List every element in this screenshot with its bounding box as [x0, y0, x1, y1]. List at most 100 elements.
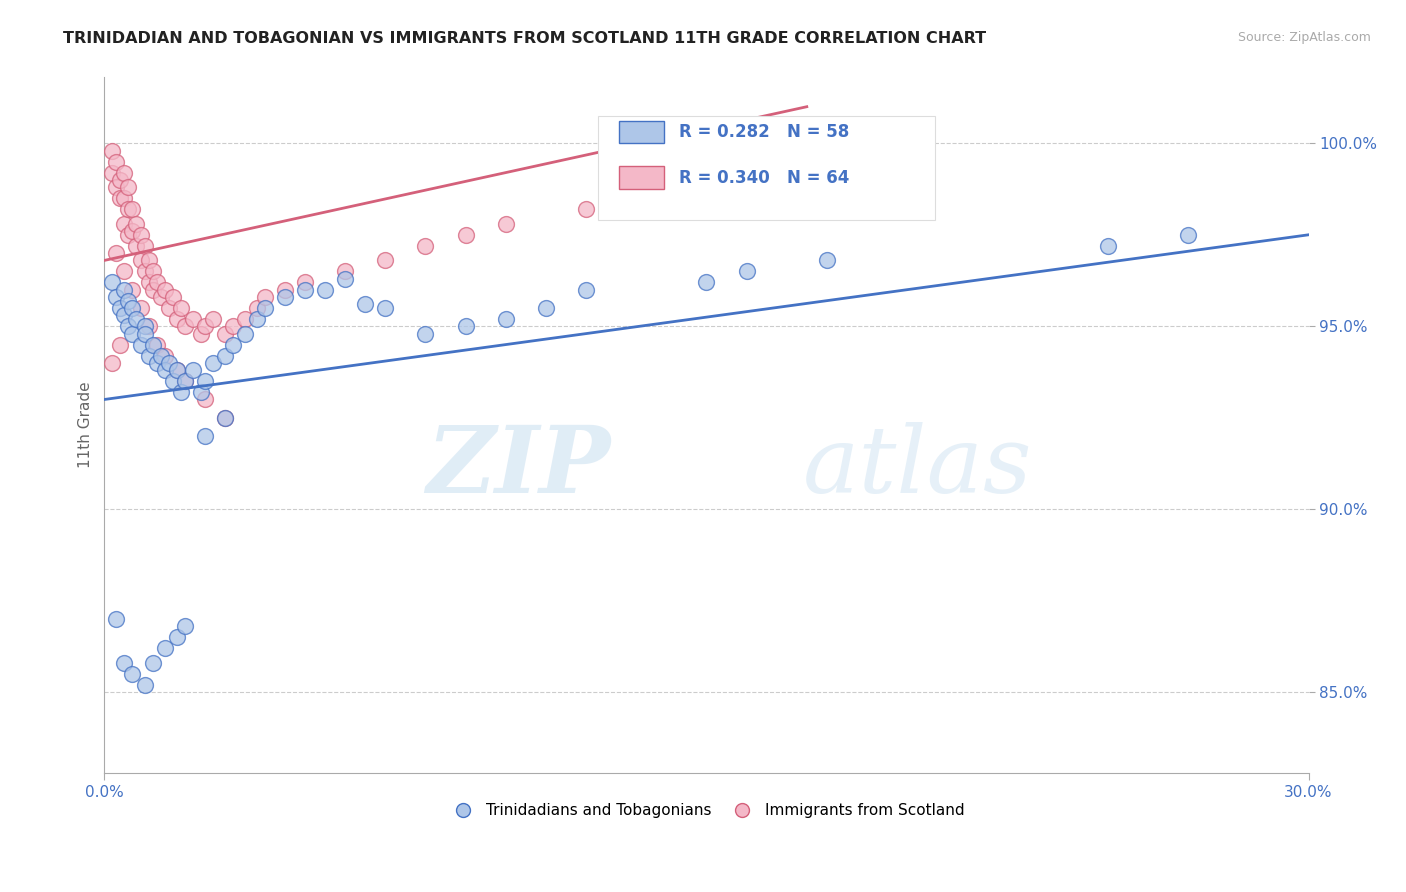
Point — [374, 253, 396, 268]
Point — [166, 363, 188, 377]
Point — [121, 667, 143, 681]
Point — [114, 308, 136, 322]
Point — [125, 239, 148, 253]
Point — [149, 349, 172, 363]
Point — [194, 319, 217, 334]
Point — [354, 297, 377, 311]
Point — [166, 631, 188, 645]
Point — [134, 326, 156, 341]
Point — [101, 144, 124, 158]
Point — [134, 319, 156, 334]
Point — [246, 312, 269, 326]
Bar — [619, 121, 664, 144]
Point — [166, 312, 188, 326]
Legend: Trinidadians and Tobagonians, Immigrants from Scotland: Trinidadians and Tobagonians, Immigrants… — [441, 797, 972, 824]
Text: Source: ZipAtlas.com: Source: ZipAtlas.com — [1237, 31, 1371, 45]
Point — [129, 301, 152, 315]
Point — [173, 374, 195, 388]
Point — [162, 290, 184, 304]
Point — [105, 154, 128, 169]
Point — [129, 227, 152, 242]
Point — [141, 337, 163, 351]
Point — [129, 253, 152, 268]
Point — [201, 312, 224, 326]
Point — [138, 349, 160, 363]
Point — [181, 363, 204, 377]
Point — [101, 356, 124, 370]
Point — [253, 301, 276, 315]
Point — [114, 656, 136, 670]
Point — [114, 165, 136, 179]
Point — [274, 283, 297, 297]
Point — [101, 276, 124, 290]
Point — [134, 678, 156, 692]
Point — [145, 276, 167, 290]
Point — [153, 349, 176, 363]
Point — [274, 290, 297, 304]
Point — [121, 301, 143, 315]
Point — [114, 264, 136, 278]
Point — [141, 264, 163, 278]
Point — [125, 312, 148, 326]
Point — [134, 239, 156, 253]
Point — [222, 337, 245, 351]
Point — [105, 612, 128, 626]
Point — [141, 656, 163, 670]
Point — [222, 319, 245, 334]
Point — [173, 374, 195, 388]
Point — [454, 319, 477, 334]
Point — [194, 429, 217, 443]
Point — [105, 290, 128, 304]
Point — [110, 191, 132, 205]
Point — [294, 283, 316, 297]
Point — [117, 293, 139, 308]
Point — [190, 326, 212, 341]
Point — [138, 253, 160, 268]
Point — [190, 385, 212, 400]
Point — [695, 180, 717, 194]
Point — [114, 191, 136, 205]
Point — [157, 301, 180, 315]
Point — [735, 165, 758, 179]
Point — [495, 312, 517, 326]
Point — [233, 312, 256, 326]
Point — [125, 217, 148, 231]
Point — [335, 271, 357, 285]
Bar — [619, 167, 664, 189]
Point — [335, 264, 357, 278]
Text: R = 0.340   N = 64: R = 0.340 N = 64 — [679, 169, 849, 186]
Point — [181, 312, 204, 326]
Point — [214, 410, 236, 425]
Point — [153, 363, 176, 377]
Point — [145, 356, 167, 370]
Point — [454, 227, 477, 242]
Point — [121, 202, 143, 217]
Point — [214, 326, 236, 341]
Point — [1097, 239, 1119, 253]
Point — [121, 224, 143, 238]
Point — [214, 349, 236, 363]
Point — [194, 374, 217, 388]
Point — [149, 290, 172, 304]
Text: ZIP: ZIP — [426, 422, 610, 512]
Point — [233, 326, 256, 341]
Point — [169, 301, 191, 315]
Point — [415, 239, 437, 253]
Point — [166, 363, 188, 377]
Point — [117, 180, 139, 194]
Point — [246, 301, 269, 315]
Point — [110, 173, 132, 187]
Point — [117, 202, 139, 217]
Point — [162, 374, 184, 388]
Point — [735, 264, 758, 278]
Point — [153, 283, 176, 297]
Text: TRINIDADIAN AND TOBAGONIAN VS IMMIGRANTS FROM SCOTLAND 11TH GRADE CORRELATION CH: TRINIDADIAN AND TOBAGONIAN VS IMMIGRANTS… — [63, 31, 987, 46]
Point — [121, 326, 143, 341]
Point — [134, 264, 156, 278]
Point — [575, 283, 598, 297]
Point — [173, 319, 195, 334]
Point — [157, 356, 180, 370]
Point — [141, 283, 163, 297]
Point — [314, 283, 336, 297]
Point — [294, 276, 316, 290]
